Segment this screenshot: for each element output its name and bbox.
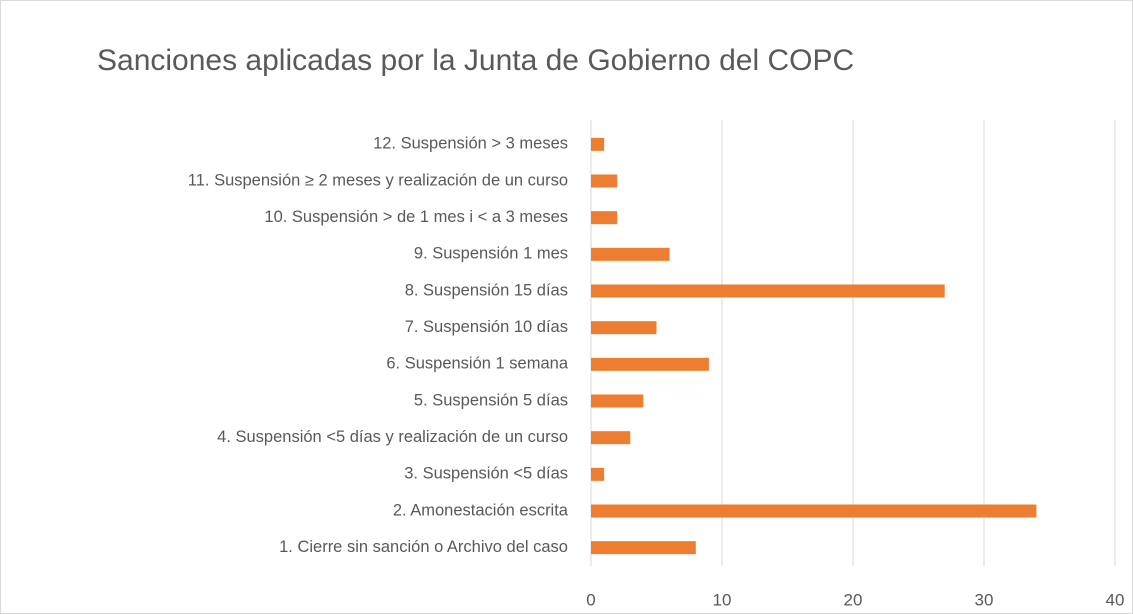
- y-tick-label: 1. Cierre sin sanción o Archivo del caso: [279, 538, 568, 556]
- y-tick-label: 3. Suspensión <5 días: [404, 465, 568, 483]
- y-tick-label: 7. Suspensión 10 días: [405, 318, 568, 336]
- chart-title: Sanciones aplicadas por la Junta de Gobi…: [97, 44, 854, 77]
- bar: [591, 247, 670, 261]
- y-tick-label: 10. Suspensión > de 1 mes i < a 3 meses: [264, 208, 568, 226]
- y-tick-label: 12. Suspensión > 3 meses: [373, 135, 568, 153]
- y-tick-label: 11. Suspensión ≥ 2 meses y realización d…: [188, 171, 568, 189]
- bar: [591, 357, 709, 371]
- y-tick-label: 8. Suspensión 15 días: [405, 281, 568, 299]
- bar: [591, 174, 618, 188]
- bar: [591, 211, 618, 225]
- x-tick-label: 40: [1106, 590, 1125, 609]
- bar: [591, 284, 945, 298]
- y-tick-label: 2. Amonestación escrita: [393, 501, 569, 519]
- x-tick-label: 30: [975, 590, 994, 609]
- bar: [591, 321, 657, 335]
- y-tick-label: 4. Suspensión <5 días y realización de u…: [217, 428, 568, 446]
- bar: [591, 467, 605, 481]
- x-tick-label: 20: [844, 590, 863, 609]
- bar: [591, 431, 631, 445]
- y-tick-label: 9. Suspensión 1 mes: [414, 245, 568, 263]
- y-tick-label: 5. Suspensión 5 días: [414, 391, 568, 409]
- bar: [591, 541, 696, 555]
- x-tick-label: 0: [586, 590, 595, 609]
- bar: [591, 504, 1037, 518]
- x-tick-label: 10: [713, 590, 732, 609]
- bar: [591, 137, 605, 151]
- bar: [591, 394, 644, 408]
- y-tick-label: 6. Suspensión 1 semana: [386, 355, 568, 373]
